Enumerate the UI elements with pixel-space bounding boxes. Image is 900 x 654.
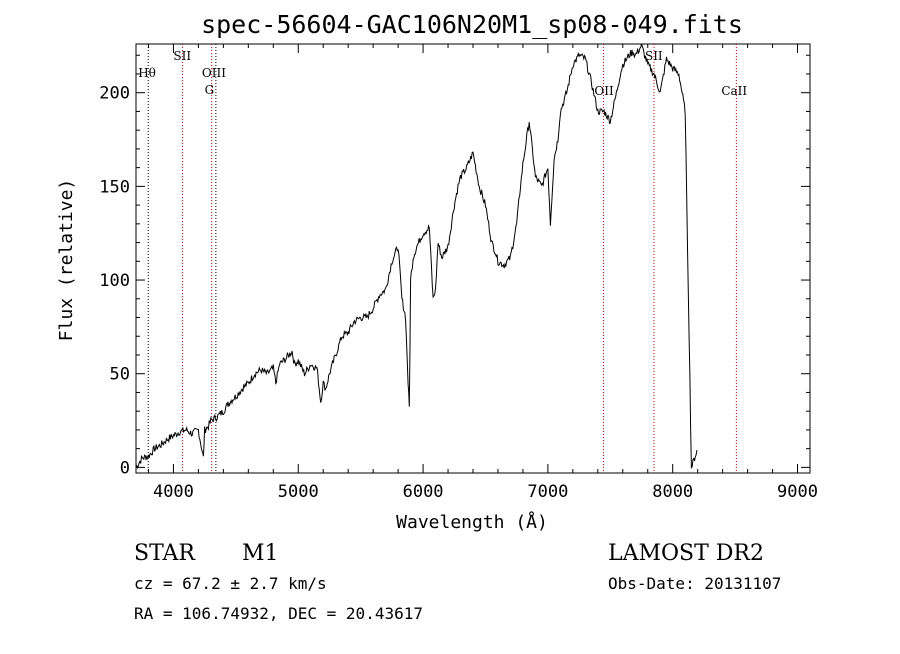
- reference-line-label: OIII: [202, 66, 226, 80]
- axis-tick-labels: 4000 5000 6000 7000 8000 9000 0 50 100 150 200: [99, 84, 818, 502]
- reference-line-label: SII: [173, 49, 191, 63]
- y-tick-label: 0: [120, 458, 130, 478]
- x-axis-label: Wavelength (Å): [396, 511, 548, 533]
- reference-lines: Hθ SII OIII G OII SII CaII: [138, 44, 747, 473]
- x-tick-label: 7000: [527, 482, 568, 502]
- reference-line-label: Hθ: [138, 66, 156, 80]
- reference-line-label: CaII: [721, 84, 747, 98]
- x-tick-label: 5000: [278, 482, 319, 502]
- y-tick-label: 100: [99, 271, 130, 291]
- x-tick-label: 8000: [652, 482, 693, 502]
- observation-date: Obs-Date: 20131107: [608, 574, 781, 593]
- spectrum-line: [135, 43, 698, 470]
- x-tick-label: 4000: [153, 482, 194, 502]
- object-type: STAR: [134, 541, 196, 566]
- reference-line-label: G: [205, 83, 215, 97]
- y-tick-label: 50: [110, 365, 130, 385]
- reference-line-label: SII: [645, 49, 663, 63]
- y-axis-label: Flux (relative): [56, 179, 77, 342]
- axis-ticks: [136, 44, 810, 473]
- x-tick-label: 6000: [403, 482, 444, 502]
- y-tick-label: 150: [99, 177, 130, 197]
- survey-name: LAMOST DR2: [608, 541, 764, 566]
- y-tick-label: 200: [99, 84, 130, 104]
- reference-line-label: OII: [594, 84, 614, 98]
- x-tick-label: 9000: [777, 482, 818, 502]
- chart-title: spec-56604-GAC106N20M1_sp08-049.fits: [201, 10, 743, 39]
- coordinates: RA = 106.74932, DEC = 20.43617: [134, 604, 423, 623]
- plot-frame: [135, 43, 811, 474]
- object-subclass: M1: [242, 541, 279, 566]
- redshift-cz: cz = 67.2 ± 2.7 km/s: [134, 574, 327, 593]
